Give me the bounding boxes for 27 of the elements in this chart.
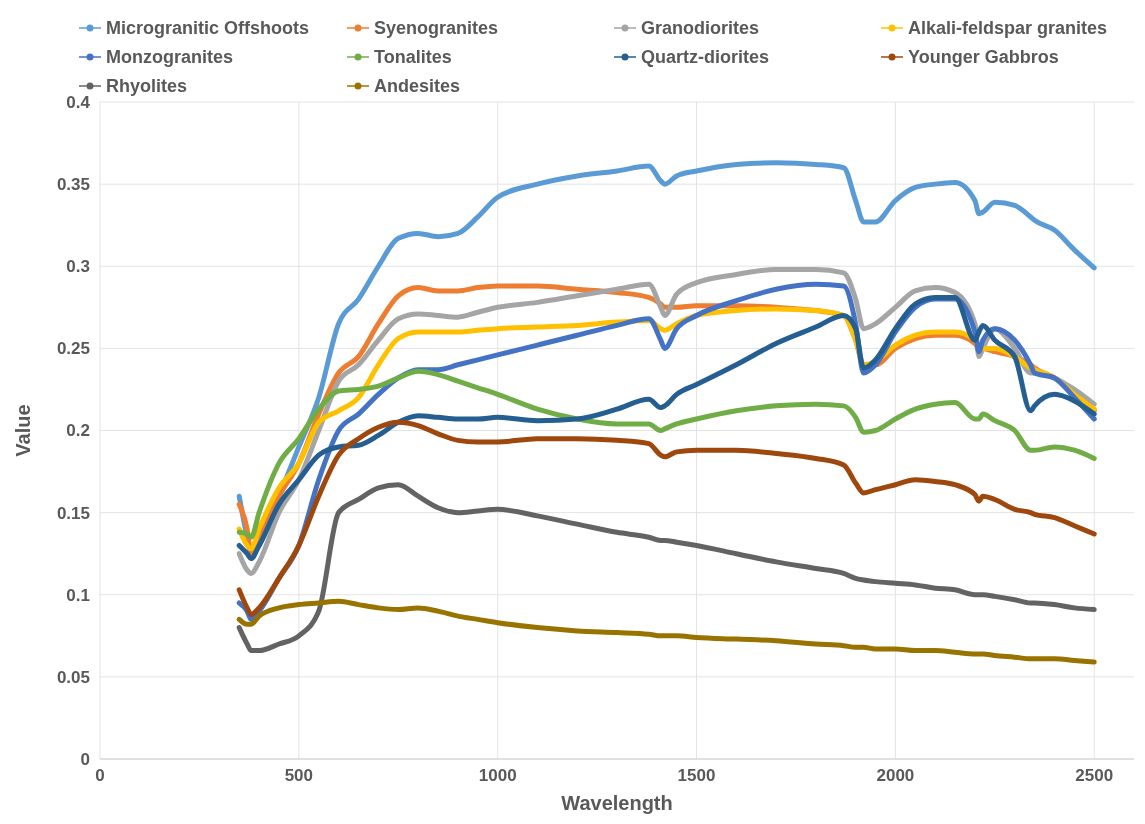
y-tick-label: 0.15 [56, 503, 90, 523]
y-tick-label: 0.25 [56, 339, 90, 359]
legend-label: Syenogranites [374, 18, 499, 39]
legend-label: Younger Gabbros [908, 47, 1059, 68]
y-axis-title: Value [12, 404, 34, 457]
legend-label: Monzogranites [106, 47, 234, 68]
legend-label: Granodiorites [641, 18, 760, 39]
x-tick-label: 0 [95, 766, 105, 785]
y-tick-label: 0 [80, 749, 90, 769]
x-tick-label: 1000 [478, 766, 517, 785]
legend-label: Tonalites [374, 47, 452, 68]
y-tick-label: 0.3 [66, 257, 90, 277]
y-tick-label: 0.1 [66, 585, 90, 605]
legend-label: Quartz-diorites [641, 47, 770, 68]
x-axis-title: Wavelength [561, 792, 673, 814]
y-tick-label: 0.4 [66, 92, 91, 112]
x-tick-label: 2000 [876, 766, 915, 785]
y-tick-label: 0.05 [56, 667, 90, 687]
x-tick-label: 2500 [1075, 766, 1114, 785]
x-tick-label: 500 [284, 766, 314, 785]
y-tick-label: 0.2 [66, 421, 90, 441]
legend-label: Andesites [374, 76, 461, 97]
y-tick-label: 0.35 [56, 175, 90, 195]
legend-label: Microgranitic Offshoots [106, 18, 310, 39]
x-tick-label: 1500 [677, 766, 716, 785]
legend-label: Alkali-feldspar granites [908, 18, 1108, 39]
legend-label: Rhyolites [106, 76, 188, 97]
